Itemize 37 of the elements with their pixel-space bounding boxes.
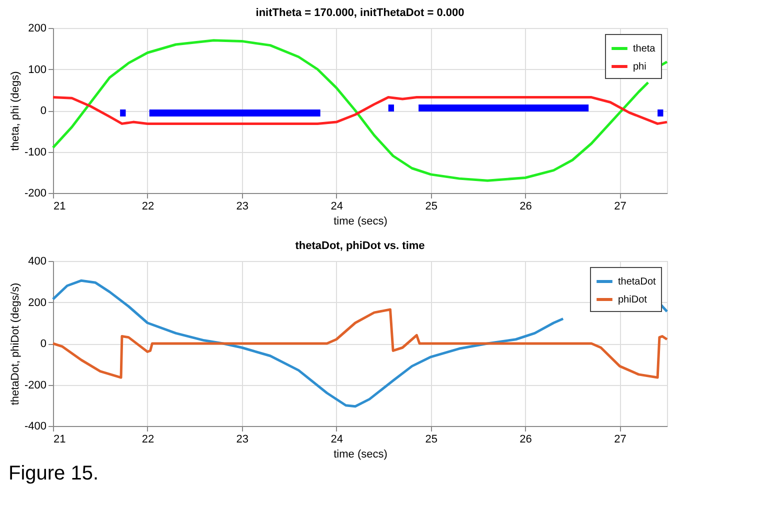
x-tick-label: 23: [236, 200, 249, 212]
caption: Figure 15.: [8, 462, 99, 484]
y-axis-title: theta, phi (degs): [9, 71, 22, 151]
y-tick-label: -400: [24, 420, 46, 432]
chart-title: thetaDot, phiDot vs. time: [295, 240, 425, 252]
x-tick-label: 26: [520, 200, 532, 212]
y-tick-label: -200: [24, 188, 46, 200]
x-tick-label: 21: [54, 434, 66, 446]
x-tick-label: 22: [142, 434, 154, 446]
x-tick-label: 25: [425, 434, 438, 446]
y-axis-title: thetaDot, phiDot (degs/s): [9, 282, 22, 406]
x-tick-label: 27: [614, 200, 626, 212]
y-tick-label: 400: [28, 256, 46, 268]
x-tick-label: 21: [54, 200, 66, 212]
chart-title: initTheta = 170.000, initThetaDot = 0.000: [256, 7, 464, 19]
x-tick-label: 25: [425, 200, 438, 212]
y-tick-label: -200: [24, 379, 46, 392]
y-tick-label: 0: [40, 105, 46, 117]
y-tick-label: -100: [24, 146, 46, 158]
x-axis-title: time (secs): [334, 216, 388, 228]
x-axis-title: time (secs): [334, 448, 388, 460]
x-tick-label: 24: [330, 434, 344, 446]
y-tick-label: 0: [40, 338, 46, 350]
x-tick-label: 27: [614, 434, 626, 446]
x-tick-label: 24: [330, 200, 344, 212]
y-tick-label: 200: [28, 22, 46, 34]
line-series: [52, 96, 668, 125]
legend-label: theta: [633, 44, 656, 54]
legend-label: thetaDot: [618, 276, 656, 288]
legend-label: phi: [633, 62, 646, 72]
x-tick-label: 26: [520, 434, 532, 446]
line-series: [52, 308, 668, 379]
x-tick-label: 22: [142, 200, 154, 212]
y-tick-label: 200: [28, 296, 46, 309]
x-tick-label: 23: [236, 434, 249, 446]
legend-label: phiDot: [618, 294, 648, 306]
y-tick-label: 100: [28, 64, 46, 76]
